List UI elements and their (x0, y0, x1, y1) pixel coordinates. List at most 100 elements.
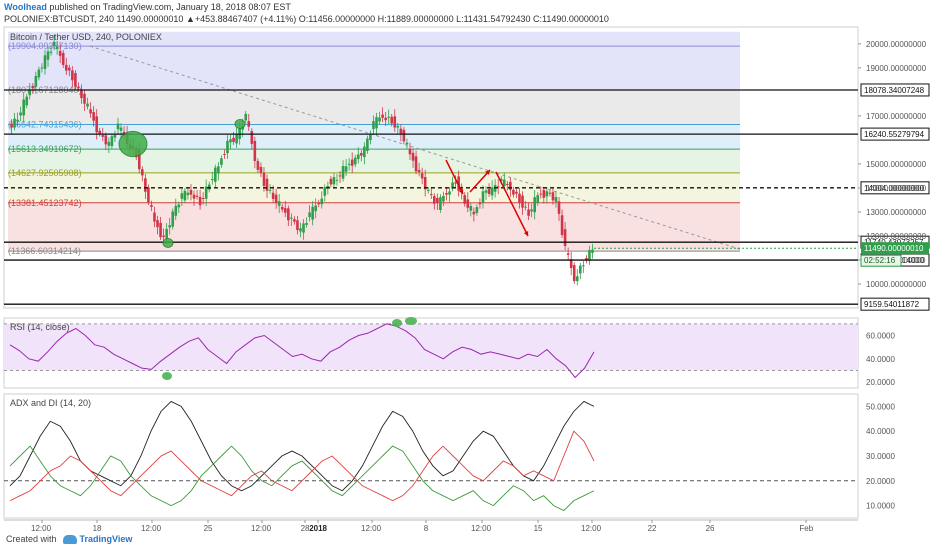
candle-body (174, 205, 178, 216)
candle-body (548, 192, 552, 194)
candle-body (466, 199, 470, 208)
publish-info: Woolhead published on TradingView.com, J… (4, 2, 291, 12)
adx-series-line-1 (9, 445, 595, 512)
candle-body (40, 67, 44, 69)
pane-frame-0 (3, 26, 859, 309)
annotation-arrow (495, 171, 529, 237)
adx-title: ADX and DI (14, 20) (10, 398, 91, 408)
candle-body (52, 41, 56, 46)
countdown-box (860, 254, 902, 267)
candle-body (43, 55, 47, 69)
candle-body (31, 85, 35, 89)
candle-body (189, 189, 193, 195)
candle-body (68, 67, 71, 71)
fib-band (8, 149, 740, 173)
candle-body (28, 90, 32, 96)
candle-body (469, 206, 473, 211)
candle-body (341, 165, 345, 179)
candle-body (244, 113, 248, 121)
fib-label: (19904.09387130) (8, 41, 82, 51)
candle-body (168, 225, 171, 228)
adx-series-line-2 (9, 430, 595, 502)
candle-body (293, 219, 296, 222)
x-tick-label: 2018 (309, 524, 327, 533)
candle-body (250, 131, 254, 144)
x-tick-label: Feb (799, 524, 813, 533)
y-tick-label: 13000.00000000 (866, 208, 927, 217)
rsi-highlight (405, 317, 417, 325)
candle-body (436, 198, 439, 203)
candle-body (335, 179, 339, 181)
candle-body (542, 189, 546, 198)
x-tick-label: 18 (93, 524, 102, 533)
candle-body (308, 212, 311, 218)
candle-body (463, 195, 467, 204)
candle-body (530, 209, 533, 212)
candle-body (451, 182, 454, 189)
candle-body (487, 189, 491, 194)
candle-body (423, 177, 427, 190)
fib-label: (11366.60314214) (8, 246, 81, 256)
candle-body (320, 198, 324, 205)
candle-body (226, 140, 229, 154)
candle-body (37, 69, 41, 78)
candle-body (551, 192, 555, 201)
candle-body (475, 207, 479, 213)
tradingview-logo[interactable]: TradingView (62, 534, 132, 544)
candle-body (347, 163, 351, 165)
candle-body (582, 265, 585, 267)
publish-text: published on TradingView.com, January 18… (49, 2, 291, 12)
candle-body (177, 204, 181, 208)
candle-body (575, 276, 579, 282)
x-tick-label: 15 (534, 524, 543, 533)
candle-body (77, 86, 80, 88)
candle-body (524, 206, 527, 208)
x-tick-label: 25 (204, 524, 213, 533)
candle-body (296, 220, 299, 231)
candle-body (515, 191, 518, 194)
candle-body (262, 172, 266, 186)
x-tick-label: 26 (706, 524, 715, 533)
fib-label: (13381.45123742) (8, 198, 82, 208)
candle-body (80, 90, 83, 99)
candle-body (566, 253, 570, 255)
candle-body (116, 123, 120, 130)
candle-body (502, 179, 506, 186)
y-tick-label: 12000.00000000 (866, 232, 927, 241)
candle-body (46, 51, 50, 60)
candle-body (536, 195, 540, 203)
candle-body (217, 166, 220, 174)
candle-body (457, 176, 460, 191)
candle-body (314, 205, 317, 212)
candle-body (554, 197, 558, 202)
candle-body (360, 153, 363, 156)
candle-body (207, 184, 211, 190)
candle-body (506, 183, 509, 185)
candle-body (393, 116, 397, 128)
candle-body (344, 166, 348, 172)
candle-body (557, 201, 561, 214)
candle-body (150, 205, 153, 207)
fib-band (8, 31, 740, 90)
fib-label: (15613.34910672) (8, 144, 82, 154)
adx-tick-label: 20.0000 (866, 477, 895, 486)
candle-body (204, 186, 208, 199)
candle-body (214, 167, 217, 182)
candle-body (572, 265, 576, 282)
candle-body (411, 152, 415, 161)
candle-body (484, 190, 488, 193)
annotation-arrowhead (458, 189, 464, 194)
candle-body (338, 175, 342, 177)
candle-body (408, 148, 412, 155)
candle-body (442, 195, 445, 202)
adx-series-line-0 (9, 400, 595, 492)
candle-body (518, 193, 521, 203)
candle-body (223, 153, 226, 155)
highlight-circle (162, 238, 174, 248)
annotation-arrowhead (485, 170, 490, 175)
candle-body (232, 137, 235, 142)
fib-label: (16642.74315436) (8, 119, 82, 129)
created-with-text: Created with (6, 534, 57, 544)
author-name[interactable]: Woolhead (4, 2, 47, 12)
